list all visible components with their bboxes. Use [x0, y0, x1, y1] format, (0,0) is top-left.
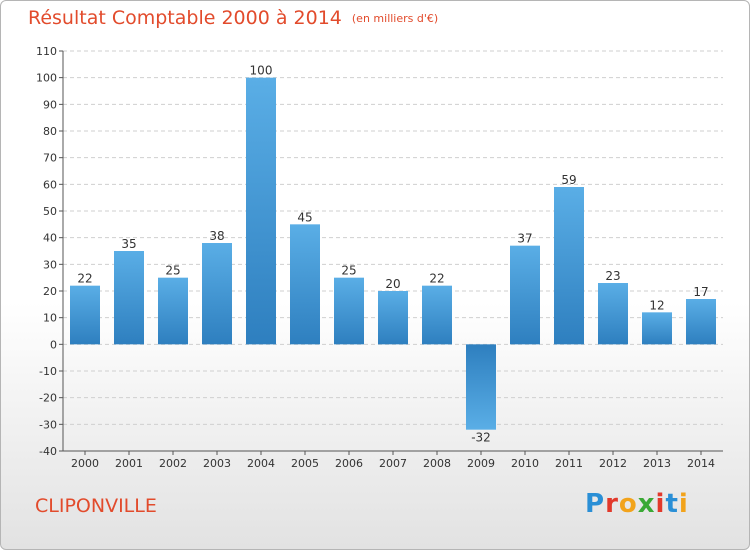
bar-value-label: 38 — [209, 229, 224, 243]
bar — [642, 312, 672, 345]
bar-value-label: 12 — [649, 298, 664, 312]
bar — [378, 291, 408, 345]
bar — [422, 285, 452, 345]
y-tick-label: 30 — [43, 258, 57, 271]
y-tick-label: 10 — [43, 312, 57, 325]
x-tick-label: 2013 — [643, 457, 671, 470]
bar — [246, 77, 276, 345]
bar — [290, 224, 320, 345]
logo-letter: t — [665, 489, 679, 519]
y-tick-label: 0 — [50, 338, 57, 351]
bar — [598, 283, 628, 345]
y-tick-label: 100 — [36, 72, 57, 85]
y-tick-label: 110 — [36, 45, 57, 58]
bar — [158, 277, 188, 345]
x-tick-label: 2007 — [379, 457, 407, 470]
bar — [466, 344, 496, 430]
bar-value-label: 25 — [165, 264, 180, 278]
x-tick-label: 2009 — [467, 457, 495, 470]
x-tick-label: 2006 — [335, 457, 363, 470]
y-tick-label: 70 — [43, 152, 57, 165]
bar-value-label: 100 — [250, 64, 273, 78]
x-tick-label: 2003 — [203, 457, 231, 470]
bar-value-label: 59 — [561, 173, 576, 187]
bar-value-label: 45 — [297, 210, 312, 224]
y-tick-label: 20 — [43, 285, 57, 298]
x-tick-label: 2011 — [555, 457, 583, 470]
x-tick-label: 2002 — [159, 457, 187, 470]
logo-letter: o — [618, 489, 638, 519]
city-name: CLIPONVILLE — [35, 495, 157, 517]
bar-value-label: 37 — [517, 232, 532, 246]
x-tick-label: 2004 — [247, 457, 275, 470]
bar-value-label: 23 — [605, 269, 620, 283]
x-tick-label: 2012 — [599, 457, 627, 470]
bar — [70, 285, 100, 345]
logo-letter: i — [655, 489, 666, 519]
logo-letter: r — [605, 489, 619, 519]
bar-value-label: 25 — [341, 264, 356, 278]
chart-title: Résultat Comptable 2000 à 2014 (en millie… — [28, 7, 439, 29]
bar-value-label: 35 — [121, 237, 136, 251]
y-tick-label: 60 — [43, 178, 57, 191]
logo-letter: x — [637, 489, 656, 519]
x-tick-label: 2008 — [423, 457, 451, 470]
bar — [554, 187, 584, 345]
x-tick-label: 2005 — [291, 457, 319, 470]
y-tick-label: 40 — [43, 232, 57, 245]
x-tick-label: 2014 — [687, 457, 715, 470]
y-tick-label: -10 — [39, 365, 57, 378]
proxiti-logo[interactable]: Proxiti — [585, 489, 689, 519]
y-tick-label: -20 — [39, 392, 57, 405]
bar — [686, 299, 716, 345]
y-tick-label: 50 — [43, 205, 57, 218]
logo-letter: P — [585, 489, 606, 519]
bar-value-label: 22 — [77, 272, 92, 286]
bar — [202, 243, 232, 345]
bar — [510, 245, 540, 345]
y-tick-label: 90 — [43, 98, 57, 111]
bar-value-label: -32 — [471, 431, 491, 445]
y-tick-label: -30 — [39, 418, 57, 431]
bar-value-label: 20 — [385, 277, 400, 291]
bar — [334, 277, 364, 345]
x-tick-label: 2000 — [71, 457, 99, 470]
logo-letter: i — [678, 489, 689, 519]
y-tick-label: -40 — [39, 445, 57, 458]
bar-value-label: 17 — [693, 285, 708, 299]
bar-value-label: 22 — [429, 272, 444, 286]
x-tick-label: 2010 — [511, 457, 539, 470]
bar — [114, 251, 144, 345]
chart-subtitle: (en milliers d'€) — [351, 12, 439, 25]
x-tick-label: 2001 — [115, 457, 143, 470]
y-tick-label: 80 — [43, 125, 57, 138]
